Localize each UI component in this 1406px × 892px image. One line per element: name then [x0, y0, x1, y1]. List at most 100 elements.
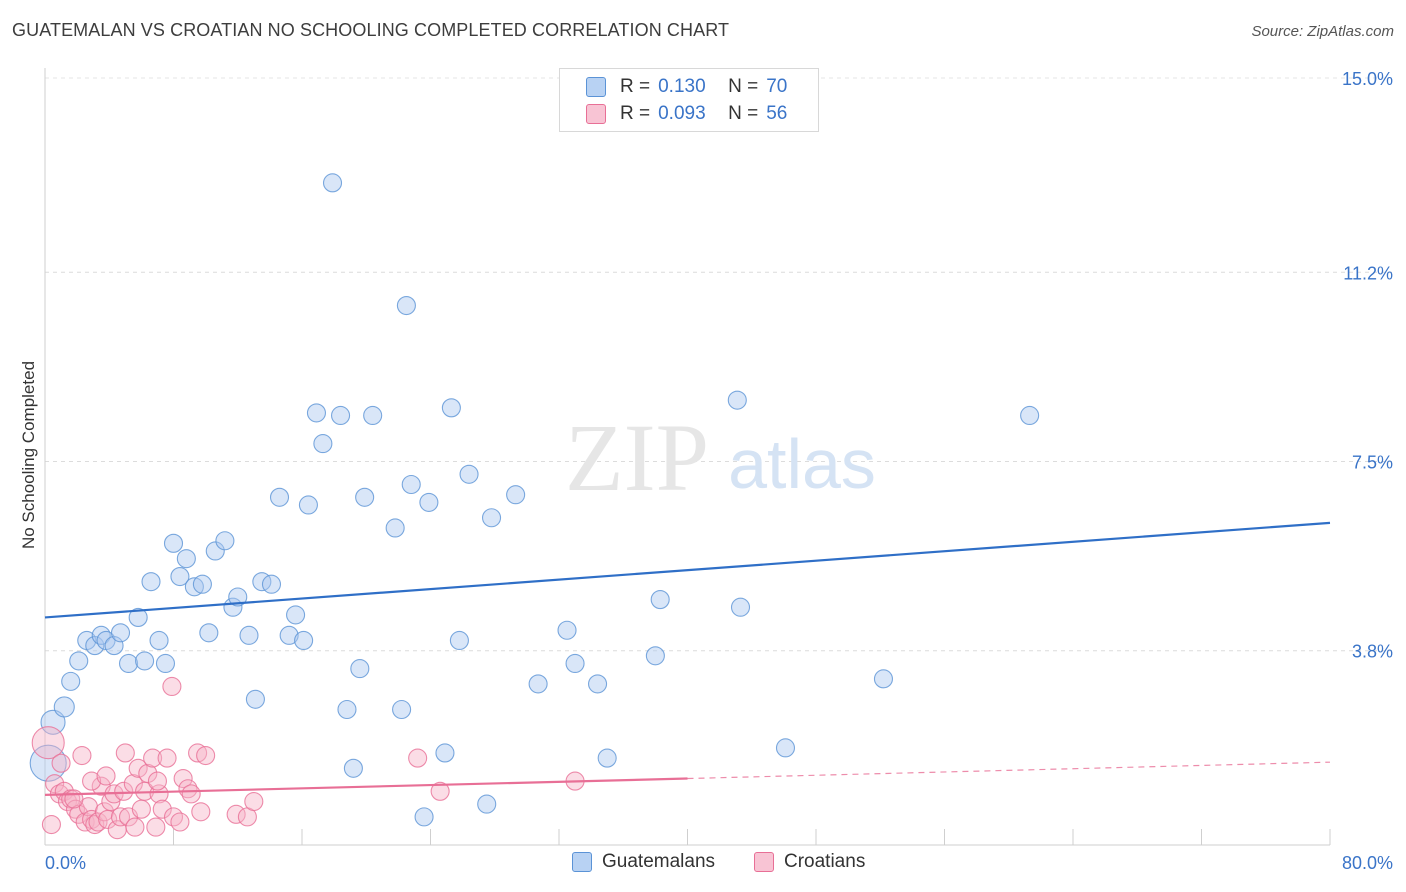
point-croatians [31, 726, 65, 760]
tick-labels-layer: 3.8% 7.5% 11.2% 15.0% 0.0% 80.0% [45, 69, 1393, 873]
point-guatemalans [128, 607, 148, 628]
point-guatemalans [294, 630, 314, 651]
point-guatemalans [645, 646, 665, 666]
legend-n-value: 70 [766, 76, 788, 97]
point-guatemalans [163, 533, 184, 553]
point-guatemalans [775, 738, 796, 758]
point-guatemalans [343, 758, 363, 778]
point-croatians [41, 814, 61, 835]
point-guatemalans [414, 807, 434, 827]
point-guatemalans [330, 405, 351, 426]
point-guatemalans [459, 464, 479, 484]
legend-swatch-guatemalans [572, 852, 592, 872]
point-croatians [82, 771, 102, 791]
point-croatians [64, 789, 84, 809]
watermark: ZIP atlas [565, 404, 876, 511]
point-croatians [54, 781, 74, 801]
point-guatemalans [385, 518, 405, 538]
chart-title: GUATEMALAN VS CROATIAN NO SCHOOLING COMP… [12, 20, 730, 40]
legend-r-value: 0.093 [658, 103, 706, 124]
point-croatians [138, 763, 158, 783]
point-guatemalans [205, 541, 225, 561]
legend-n-value: 56 [766, 103, 788, 124]
point-guatemalans [110, 623, 131, 643]
y-tick-label: 3.8% [1352, 642, 1393, 662]
point-guatemalans [170, 566, 190, 587]
point-guatemalans [176, 549, 196, 569]
trend-line-dashed-croatians [687, 761, 1331, 780]
trend-line-croatians [44, 777, 688, 796]
legend-label-croatians: Croatians [784, 851, 866, 872]
point-guatemalans [239, 625, 259, 645]
point-guatemalans [228, 587, 248, 607]
point-guatemalans [597, 748, 617, 768]
point-guatemalans [392, 699, 412, 720]
x-tick-label: 0.0% [45, 853, 86, 873]
point-guatemalans [350, 659, 370, 679]
point-croatians [244, 791, 264, 812]
point-croatians [181, 784, 201, 804]
point-guatemalans [192, 574, 212, 594]
point-guatemalans [401, 474, 421, 495]
point-guatemalans [565, 653, 585, 674]
point-guatemalans [199, 623, 219, 643]
point-guatemalans [322, 173, 343, 193]
point-guatemalans [53, 696, 75, 718]
point-guatemalans [435, 743, 455, 763]
correlation-legend: R = 0.130 N = 70 R = 0.093 N = 56 [559, 68, 819, 132]
trend-line-guatemalans [44, 521, 1331, 619]
point-croatians [125, 817, 145, 837]
point-guatemalans [69, 651, 89, 671]
point-croatians [173, 768, 193, 789]
point-guatemalans [245, 689, 265, 709]
point-guatemalans [557, 620, 577, 640]
point-croatians [163, 807, 184, 827]
point-guatemalans [306, 403, 327, 423]
point-guatemalans [313, 434, 333, 454]
point-croatians [191, 802, 211, 822]
point-croatians [51, 753, 71, 773]
points-layer [29, 173, 1040, 840]
point-croatians [114, 781, 134, 801]
legend-n-label: N = [728, 103, 759, 124]
watermark-zip: ZIP [565, 404, 709, 511]
point-guatemalans [481, 508, 502, 528]
legend-item-croatians[interactable]: Croatians [754, 851, 865, 873]
y-axis-label: No Schooling Completed [19, 360, 38, 550]
point-guatemalans [279, 625, 299, 645]
point-croatians [115, 743, 135, 763]
legend-n-label: N = [728, 76, 759, 97]
point-guatemalans [155, 653, 176, 674]
point-guatemalans [40, 709, 66, 735]
point-croatians [128, 758, 148, 778]
point-croatians [143, 748, 163, 768]
legend-row-guatemalans: R = 0.130 N = 70 [586, 74, 787, 100]
legend-r-label: R = [620, 76, 651, 97]
point-croatians [157, 748, 177, 768]
point-guatemalans [419, 492, 439, 512]
point-croatians [196, 745, 216, 766]
point-guatemalans [506, 485, 526, 505]
point-croatians [188, 743, 208, 763]
point-croatians [170, 812, 190, 832]
point-guatemalans [215, 531, 235, 551]
point-guatemalans [61, 671, 81, 691]
point-croatians [408, 748, 428, 768]
legend-swatch-croatians [754, 852, 774, 872]
point-guatemalans [286, 605, 306, 625]
y-tick-label: 11.2% [1343, 263, 1393, 283]
point-croatians [110, 807, 131, 827]
legend-r-value: 0.130 [658, 76, 706, 97]
legend-item-guatemalans[interactable]: Guatemalans [572, 851, 715, 873]
point-guatemalans [873, 669, 894, 689]
point-guatemalans [363, 405, 383, 426]
point-guatemalans [269, 487, 290, 507]
point-guatemalans [587, 674, 608, 694]
point-guatemalans [477, 794, 497, 814]
legend-label-guatemalans: Guatemalans [602, 851, 716, 872]
point-guatemalans [298, 495, 318, 515]
point-croatians [72, 745, 92, 766]
source-label: Source: ZipAtlas.com [1251, 23, 1394, 40]
point-guatemalans [141, 572, 161, 592]
